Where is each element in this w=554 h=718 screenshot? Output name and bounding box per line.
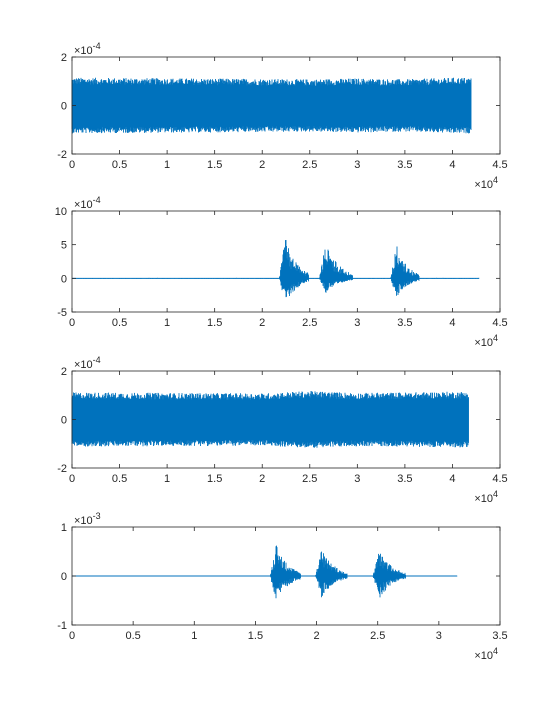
x-tick-label: 0 <box>69 159 75 171</box>
x-tick-label: 1 <box>164 159 170 171</box>
x-tick-label: 4.5 <box>492 473 507 485</box>
signal-series <box>71 390 469 448</box>
x-tick-label: 2.5 <box>302 317 317 329</box>
x-tick-label: 0 <box>69 473 75 485</box>
y-tick-label: -2 <box>57 149 67 161</box>
subplot-4: 0 0.5 1 1.5 2 2.5 3 3.5-101×10-3×104 <box>57 511 507 662</box>
y-exponent-label: ×10-4 <box>74 195 101 211</box>
y-exponent-label: ×10-4 <box>74 41 101 57</box>
x-tick-label: 3 <box>354 159 360 171</box>
x-tick-label: 4.5 <box>492 317 507 329</box>
x-tick-label: 2.5 <box>302 473 317 485</box>
subplot-3: 0 0.5 1 1.5 2 2.5 3 3.5 4 4.5-202×10-4×104 <box>57 355 507 505</box>
y-exponent-label: ×10-4 <box>74 355 101 371</box>
x-tick-label: 0 <box>69 317 75 329</box>
x-tick-label: 3.5 <box>397 317 412 329</box>
x-tick-label: 2 <box>259 317 265 329</box>
x-tick-label: 0.5 <box>125 630 140 642</box>
y-tick-label: -5 <box>57 307 67 319</box>
x-tick-label: 2 <box>259 159 265 171</box>
y-tick-label: 0 <box>61 273 67 285</box>
x-tick-label: 0.5 <box>112 473 127 485</box>
y-tick-label: 0 <box>61 415 67 427</box>
x-exponent-label: ×104 <box>474 333 498 349</box>
x-tick-label: 2 <box>259 473 265 485</box>
y-tick-label: 5 <box>61 240 67 252</box>
x-tick-label: 3.5 <box>397 159 412 171</box>
x-tick-label: 0 <box>69 630 75 642</box>
y-tick-label: -1 <box>57 620 67 632</box>
x-tick-label: 4.5 <box>492 159 507 171</box>
x-tick-label: 3.5 <box>397 473 412 485</box>
x-tick-label: 0.5 <box>112 317 127 329</box>
x-tick-label: 3 <box>354 317 360 329</box>
x-tick-label: 4 <box>449 159 455 171</box>
x-tick-label: 1 <box>164 317 170 329</box>
x-exponent-label: ×104 <box>474 489 498 505</box>
y-tick-label: 0 <box>61 101 67 113</box>
x-tick-label: 1.5 <box>207 317 222 329</box>
x-exponent-label: ×104 <box>474 175 498 191</box>
x-tick-label: 1.5 <box>248 630 263 642</box>
y-tick-label: 2 <box>61 366 67 378</box>
x-tick-label: 1.5 <box>207 473 222 485</box>
y-tick-label: 10 <box>55 206 67 218</box>
x-tick-label: 2 <box>314 630 320 642</box>
x-tick-label: 0.5 <box>112 159 127 171</box>
y-exponent-label: ×10-3 <box>74 511 101 527</box>
x-tick-label: 3 <box>436 630 442 642</box>
x-tick-label: 4 <box>449 317 455 329</box>
x-tick-label: 3 <box>354 473 360 485</box>
y-tick-label: 1 <box>61 522 67 534</box>
x-tick-label: 4 <box>449 473 455 485</box>
y-tick-label: 2 <box>61 52 67 64</box>
y-tick-label: -2 <box>57 463 67 475</box>
x-tick-label: 3.5 <box>492 630 507 642</box>
y-tick-label: 0 <box>61 571 67 583</box>
signal-series <box>71 77 472 134</box>
x-tick-label: 2.5 <box>302 159 317 171</box>
x-tick-label: 2.5 <box>370 630 385 642</box>
subplot-1: 0 0.5 1 1.5 2 2.5 3 3.5 4 4.5-202×10-4×104 <box>57 41 507 191</box>
axes-box <box>71 210 501 313</box>
x-tick-label: 1.5 <box>207 159 222 171</box>
x-tick-label: 1 <box>191 630 197 642</box>
x-exponent-label: ×104 <box>474 646 498 662</box>
x-tick-label: 1 <box>164 473 170 485</box>
